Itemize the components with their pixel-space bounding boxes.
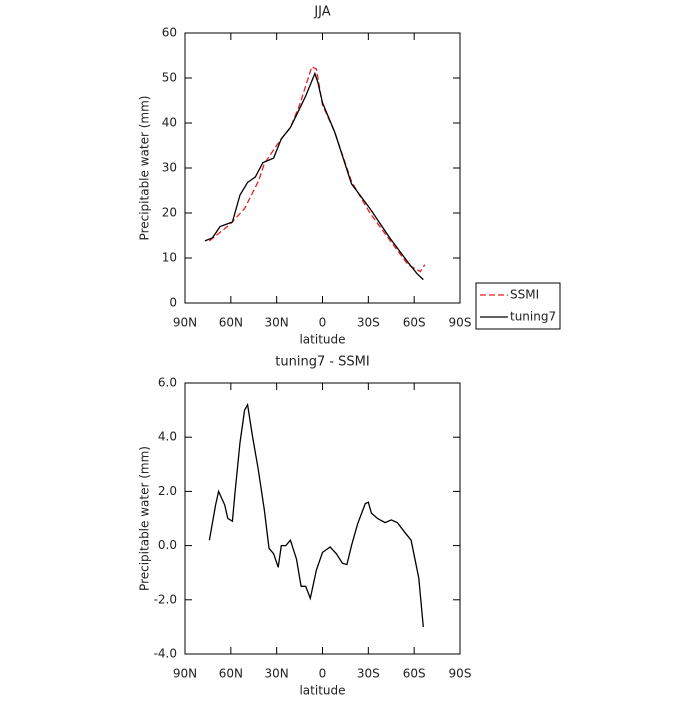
y-axis-label: Precipitable water (mm) bbox=[138, 446, 152, 591]
y-tick-label: 0 bbox=[169, 296, 177, 310]
plot-frame bbox=[184, 382, 461, 655]
y-tick-label: 50 bbox=[162, 71, 177, 85]
chart-title: JJA bbox=[313, 5, 330, 20]
y-axis-label: Precipitable water (mm) bbox=[138, 96, 152, 241]
x-tick-label: 90S bbox=[449, 667, 472, 681]
x-tick-label: 60S bbox=[403, 667, 426, 681]
y-tick-label: -4.0 bbox=[154, 647, 177, 661]
y-tick-label: 20 bbox=[162, 206, 177, 220]
x-axis-label: latitude bbox=[299, 333, 345, 347]
data-line bbox=[208, 65, 426, 273]
x-tick-label: 30N bbox=[265, 316, 289, 330]
x-tick-label: 90N bbox=[173, 316, 197, 330]
y-tick-label: 6.0 bbox=[158, 376, 177, 390]
legend-label: SSMI bbox=[510, 288, 539, 302]
y-tick-label: 10 bbox=[162, 251, 177, 265]
x-tick-label: 30N bbox=[265, 667, 289, 681]
y-tick-label: 40 bbox=[162, 116, 177, 130]
legend-label: tuning7 bbox=[510, 310, 556, 324]
y-tick-label: 60 bbox=[162, 26, 177, 40]
x-tick-label: 60S bbox=[403, 316, 426, 330]
x-tick-label: 90N bbox=[173, 667, 197, 681]
x-tick-label: 30S bbox=[357, 667, 380, 681]
y-tick-label: 30 bbox=[162, 161, 177, 175]
x-tick-label: 60N bbox=[219, 667, 243, 681]
y-tick-label: -2.0 bbox=[154, 592, 177, 606]
data-line bbox=[204, 71, 424, 281]
x-tick-label: 60N bbox=[219, 316, 243, 330]
x-axis-label: latitude bbox=[299, 684, 345, 698]
x-tick-label: 0 bbox=[319, 316, 327, 330]
plot-frame bbox=[184, 32, 461, 304]
y-tick-label: 2.0 bbox=[158, 484, 177, 498]
data-line bbox=[208, 402, 424, 627]
y-tick-label: 0.0 bbox=[158, 538, 177, 552]
chart-title: tuning7 - SSMI bbox=[275, 355, 369, 370]
x-tick-label: 90S bbox=[449, 316, 472, 330]
legend-box bbox=[475, 282, 561, 330]
y-tick-label: 4.0 bbox=[158, 430, 177, 444]
x-tick-label: 0 bbox=[319, 667, 327, 681]
x-tick-label: 30S bbox=[357, 316, 380, 330]
